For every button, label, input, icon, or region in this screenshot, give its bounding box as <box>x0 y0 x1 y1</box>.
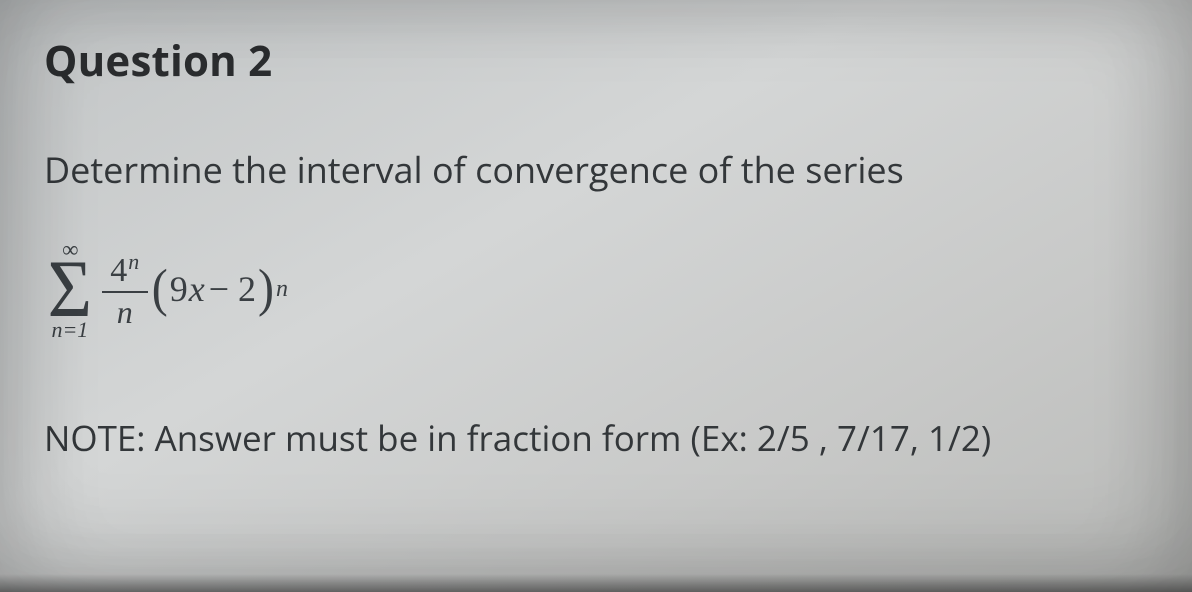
numerator-exponent: n <box>128 249 139 274</box>
coefficient-fraction: 4n n <box>102 251 148 328</box>
answer-note: NOTE: Answer must be in fraction form (E… <box>44 415 1148 462</box>
series-formula: ∞ Σ n=1 4n n ( 9x− 2 ) n <box>46 238 1148 341</box>
outer-exponent: n <box>276 276 288 303</box>
paren-inner: 9x− 2 <box>168 268 258 310</box>
sigma-icon: Σ <box>48 257 92 321</box>
question-prompt: Determine the interval of convergence of… <box>44 145 1148 194</box>
question-page: Question 2 Determine the interval of con… <box>0 0 1192 592</box>
fraction-denominator: n <box>117 295 133 328</box>
numerator-base: 4 <box>110 252 127 289</box>
question-title: Question 2 <box>44 32 1148 89</box>
constant-2: 2 <box>238 269 256 309</box>
open-paren: ( <box>152 263 168 316</box>
close-paren: ) <box>258 263 274 316</box>
coefficient-9: 9 <box>170 269 188 309</box>
fraction-bar <box>102 291 148 293</box>
variable-x: x <box>189 269 205 309</box>
minus-op: − <box>209 269 229 309</box>
summation-symbol: ∞ Σ n=1 <box>46 238 94 341</box>
fraction-numerator: 4n <box>108 251 141 289</box>
bottom-bezel <box>0 574 1192 592</box>
paren-term: ( 9x− 2 ) n <box>152 265 288 313</box>
